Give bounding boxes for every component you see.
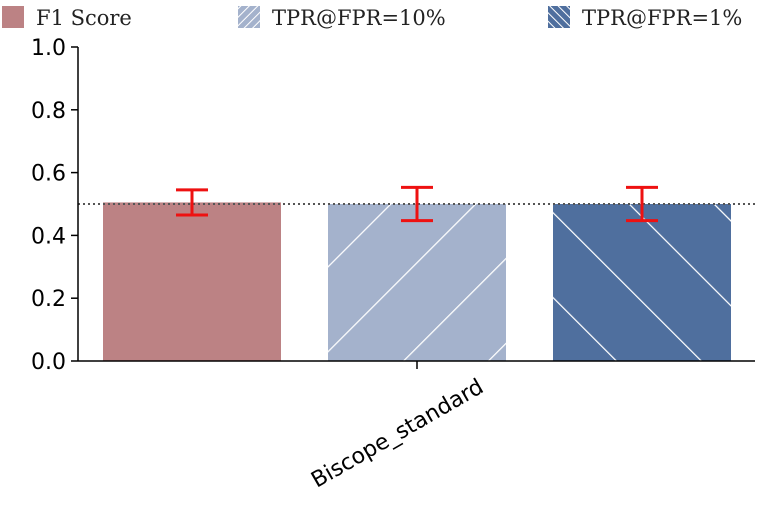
legend-swatch-hatch xyxy=(548,6,570,28)
y-tick-label: 0.4 xyxy=(31,224,66,249)
legend-label: TPR@FPR=10% xyxy=(272,6,446,30)
y-tick-label: 0.6 xyxy=(31,162,66,187)
legend-swatch-hatch xyxy=(238,6,260,28)
legend-label: TPR@FPR=1% xyxy=(582,6,742,30)
legend-item: TPR@FPR=1% xyxy=(548,6,742,30)
legend-item: F1 Score xyxy=(2,6,132,30)
error-bars xyxy=(176,185,658,223)
legend: F1 Score TPR@FPR=10% TPR@FPR=1% xyxy=(2,6,742,30)
y-tick-label: 0.0 xyxy=(31,350,66,375)
legend-label: F1 Score xyxy=(36,6,132,30)
y-tick-label: 0.2 xyxy=(31,287,66,312)
x-tick-label: Biscope_standard xyxy=(307,375,488,494)
legend-swatch xyxy=(2,6,24,28)
y-tick-label: 1.0 xyxy=(31,36,66,61)
legend-item: TPR@FPR=10% xyxy=(238,6,446,30)
bar-f1-score xyxy=(103,202,281,361)
bar-hatch xyxy=(553,204,731,361)
bar-hatch xyxy=(328,204,506,361)
bars xyxy=(103,202,731,361)
y-tick-label: 0.8 xyxy=(31,99,66,124)
